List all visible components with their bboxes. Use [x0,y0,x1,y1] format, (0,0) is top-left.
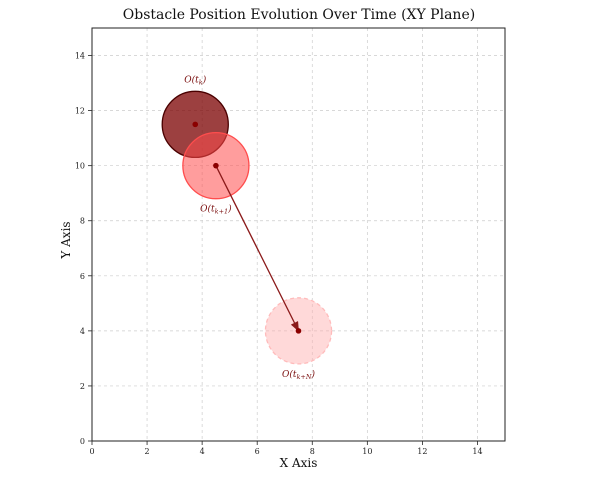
x-tick-label: 14 [472,447,482,456]
y-tick-label: 4 [80,327,85,336]
x-tick-label: 8 [310,447,315,456]
y-tick-label: 6 [80,272,85,281]
x-tick-label: 10 [362,447,372,456]
obstacle-centers [192,121,302,334]
y-tick-label: 8 [80,217,85,226]
motion-arrow-group [215,165,300,332]
x-tick-label: 4 [200,447,205,456]
x-tick-label: 6 [255,447,260,456]
obstacle-center-3 [295,328,302,334]
obstacle-center-1 [192,121,199,128]
obstacle-labels: O(tk) O(tk+1) O(tk+N) [184,74,315,381]
y-tick-label: 14 [75,52,85,61]
obstacle-circles [161,90,333,365]
obstacle-label-3: O(tk+N) [282,369,316,381]
y-tick-label: 0 [80,437,85,446]
obstacle-label-2: O(tk+1) [200,204,232,216]
obstacle-label-1: O(tk) [184,74,206,86]
x-tick-label: 2 [145,447,150,456]
x-tick-label: 0 [89,447,94,456]
x-tick-label: 12 [417,447,427,456]
y-axis-label: Y Axis [59,221,73,259]
y-tick-label: 12 [75,107,85,116]
chart-title: Obstacle Position Evolution Over Time (X… [122,7,476,23]
axes: 0 2 4 6 8 10 12 14 0 2 4 6 8 10 12 14 [75,27,506,456]
y-tick-label: 10 [75,162,85,171]
motion-arrow [215,165,300,332]
x-axis-label: X Axis [279,456,318,470]
obstacle-center-2 [213,162,219,169]
axes-frame [91,27,506,442]
y-tick-label: 2 [80,382,85,391]
